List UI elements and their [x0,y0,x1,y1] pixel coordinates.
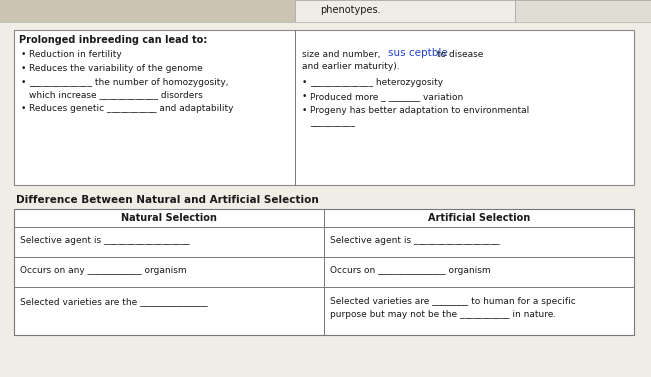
Text: ______________ the number of homozygosity,: ______________ the number of homozygosit… [29,78,229,87]
Text: Selective agent is ___________________: Selective agent is ___________________ [330,236,499,245]
Text: sus ceptble: sus ceptble [388,48,448,58]
Text: Reduces the variability of the genome: Reduces the variability of the genome [29,64,202,73]
Text: Produced more _ _______ variation: Produced more _ _______ variation [310,92,464,101]
FancyBboxPatch shape [515,0,651,22]
Text: Occurs on _______________ organism: Occurs on _______________ organism [330,266,491,275]
Text: Selected varieties are ________ to human for a specific: Selected varieties are ________ to human… [330,297,575,306]
FancyBboxPatch shape [0,22,651,377]
Text: size and number,: size and number, [302,50,380,59]
Text: •: • [302,78,307,87]
Text: •: • [21,104,27,113]
Text: Reduces genetic ___________ and adaptability: Reduces genetic ___________ and adaptabi… [29,104,234,113]
Text: •: • [302,106,307,115]
Text: purpose but may not be the ___________ in nature.: purpose but may not be the ___________ i… [330,310,556,319]
Text: phenotypes.: phenotypes. [320,5,381,15]
Text: Prolonged inbreeding can lead to:: Prolonged inbreeding can lead to: [19,35,207,45]
Text: •: • [21,64,27,73]
Text: •: • [302,92,307,101]
FancyBboxPatch shape [14,30,634,185]
Text: to disease: to disease [437,50,484,59]
Text: •: • [21,50,27,59]
Text: Difference Between Natural and Artificial Selection: Difference Between Natural and Artificia… [16,195,319,205]
Text: Progeny has better adaptation to environmental: Progeny has better adaptation to environ… [310,106,529,115]
Text: Occurs on any ____________ organism: Occurs on any ____________ organism [20,266,187,275]
Text: •: • [21,78,27,87]
Text: Selective agent is ___________________: Selective agent is ___________________ [20,236,189,245]
Text: ______________ heterozygosity: ______________ heterozygosity [310,78,443,87]
Text: Selected varieties are the _______________: Selected varieties are the _____________… [20,297,208,306]
Text: __________: __________ [310,118,355,127]
FancyBboxPatch shape [295,0,515,22]
Text: which increase _____________ disorders: which increase _____________ disorders [29,90,202,99]
FancyBboxPatch shape [14,209,634,335]
Text: Natural Selection: Natural Selection [121,213,217,223]
Text: Reduction in fertility: Reduction in fertility [29,50,122,59]
Text: Artificial Selection: Artificial Selection [428,213,530,223]
Text: and earlier maturity).: and earlier maturity). [302,62,400,71]
